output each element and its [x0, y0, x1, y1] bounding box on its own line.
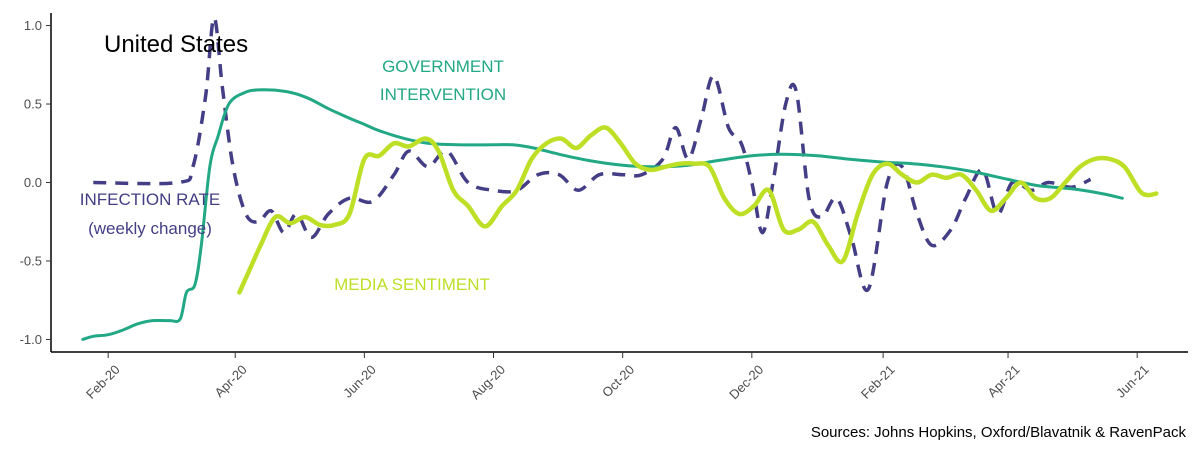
- x-tick-label: Jun-21: [1113, 362, 1152, 401]
- y-ticks: 1.0 0.5 0.0 -0.5 -1.0: [20, 18, 51, 347]
- x-tick-label: Feb-21: [858, 362, 898, 402]
- annotation-media-line-1: MEDIA SENTIMENT: [334, 275, 490, 294]
- series-line-media: [237, 125, 1159, 295]
- annotation-government: GOVERNMENT INTERVENTION: [380, 57, 506, 104]
- x-tick-label: Jun-20: [340, 362, 379, 401]
- y-tick-label: -0.5: [20, 253, 42, 268]
- annotation-infection-line-1: INFECTION RATE: [80, 190, 220, 209]
- x-tick-label: Dec-20: [726, 362, 766, 402]
- annotation-infection-line-2: (weekly change): [88, 219, 212, 238]
- x-tick-label: Apr-20: [212, 362, 250, 400]
- series-line-infection: [93, 15, 1092, 293]
- x-tick-label: Oct-20: [599, 362, 637, 400]
- annotation-media: MEDIA SENTIMENT: [334, 275, 490, 294]
- x-tick-label: Feb-20: [83, 362, 123, 402]
- y-tick-label: 0.5: [24, 97, 42, 112]
- y-tick-label: 1.0: [24, 18, 42, 33]
- x-ticks: Feb-20 Apr-20 Jun-20 Aug-20 Oct-20 Dec-20 Feb-…: [83, 352, 1152, 402]
- source-note: Sources: Johns Hopkins, Oxford/Blavatnik…: [811, 424, 1187, 441]
- y-tick-label: 0.0: [24, 175, 42, 190]
- annotation-government-line-2: INTERVENTION: [380, 85, 506, 104]
- annotation-government-line-1: GOVERNMENT: [382, 57, 504, 76]
- chart-title: United States: [104, 31, 248, 58]
- annotation-infection: INFECTION RATE (weekly change): [80, 190, 220, 238]
- y-tick-label: -1.0: [20, 332, 42, 347]
- series-layer: [81, 15, 1159, 341]
- x-tick-label: Apr-21: [984, 362, 1022, 400]
- x-tick-label: Aug-20: [468, 362, 508, 402]
- series-line-government: [81, 88, 1124, 341]
